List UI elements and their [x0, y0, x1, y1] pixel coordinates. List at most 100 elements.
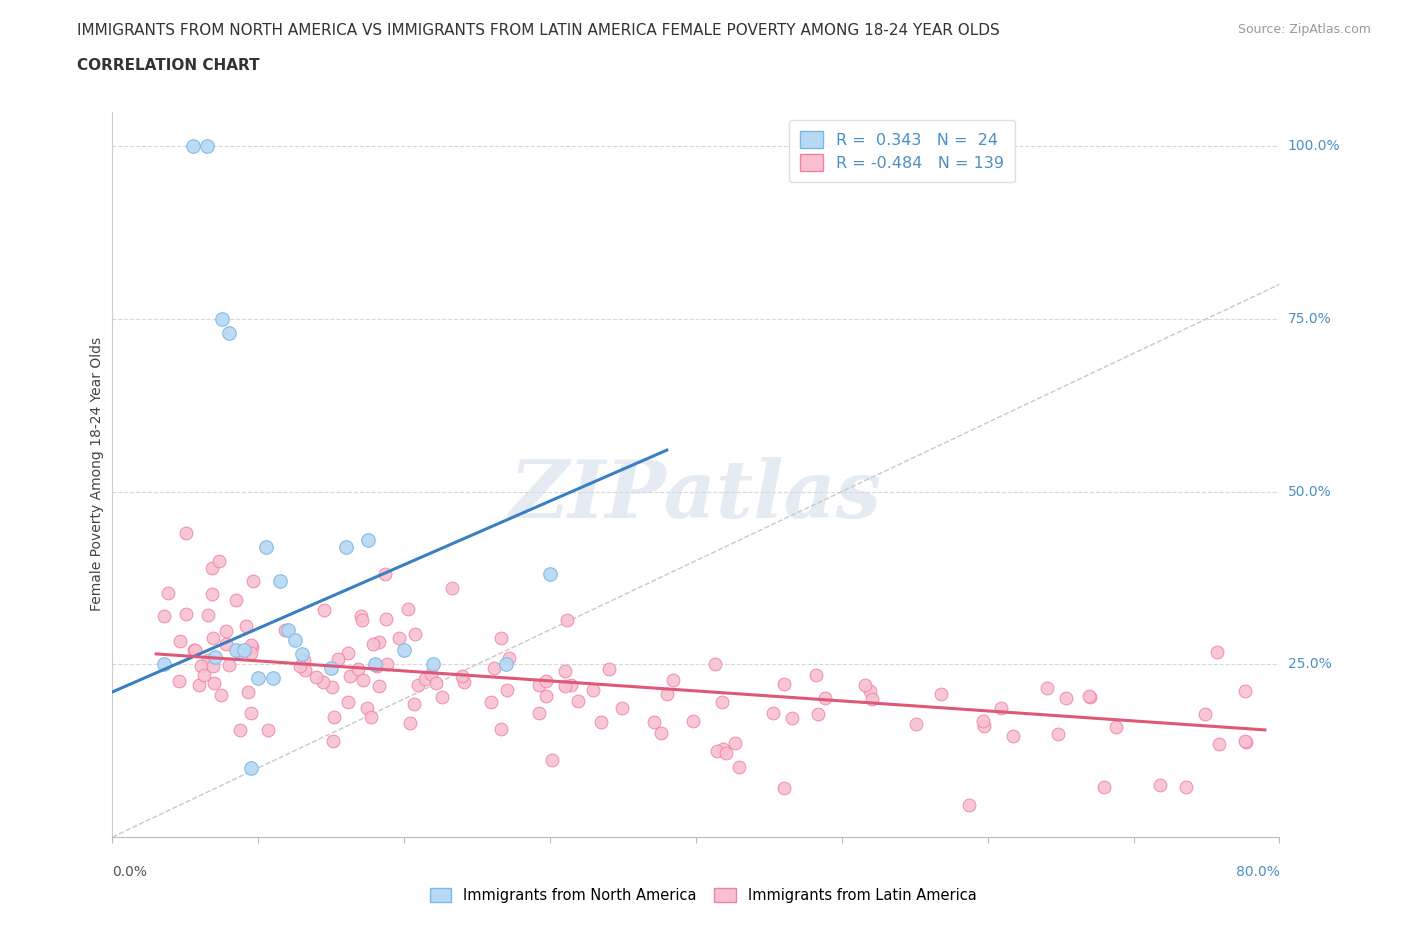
Point [335, 539, 357, 554]
Text: 75.0%: 75.0% [1288, 312, 1331, 326]
Point [337, 645, 360, 660]
Point [527, 678, 550, 693]
Point [236, 684, 259, 699]
Point [541, 752, 564, 767]
Point [193, 668, 215, 683]
Point [1047, 726, 1070, 741]
Point [972, 714, 994, 729]
Point [1208, 737, 1230, 751]
Point [235, 618, 257, 633]
Point [710, 695, 733, 710]
Point [350, 613, 373, 628]
Point [312, 602, 335, 617]
Point [489, 631, 512, 645]
Point [650, 725, 672, 740]
Point [682, 713, 704, 728]
Point [598, 661, 620, 676]
Point [240, 761, 263, 776]
Point [169, 633, 191, 648]
Point [256, 723, 278, 737]
Point [322, 734, 344, 749]
Point [232, 643, 254, 658]
Point [228, 644, 250, 659]
Point [773, 780, 796, 795]
Point [1078, 689, 1101, 704]
Point [482, 660, 505, 675]
Point [337, 694, 360, 709]
Point [1149, 778, 1171, 793]
Point [201, 659, 224, 674]
Point [780, 711, 803, 725]
Point [420, 667, 443, 682]
Point [201, 587, 224, 602]
Point [284, 632, 307, 647]
Point [422, 657, 444, 671]
Point [225, 592, 247, 607]
Point [321, 660, 343, 675]
Point [364, 658, 387, 672]
Point [1054, 691, 1077, 706]
Y-axis label: Female Poverty Among 18-24 Year Olds: Female Poverty Among 18-24 Year Olds [90, 338, 104, 611]
Point [269, 574, 291, 589]
Point [388, 631, 411, 645]
Point [209, 688, 232, 703]
Point [860, 692, 883, 707]
Point [360, 710, 382, 724]
Point [184, 643, 207, 658]
Point [1092, 779, 1115, 794]
Point [201, 561, 224, 576]
Point [402, 696, 425, 711]
Point [489, 721, 512, 736]
Point [375, 657, 398, 671]
Point [555, 612, 578, 627]
Point [239, 705, 262, 720]
Point [479, 695, 502, 710]
Point [374, 567, 396, 582]
Point [157, 586, 180, 601]
Point [211, 312, 233, 326]
Point [190, 659, 212, 674]
Point [204, 650, 226, 665]
Point [643, 714, 665, 729]
Point [1078, 689, 1101, 704]
Point [582, 683, 605, 698]
Text: 0.0%: 0.0% [112, 865, 148, 879]
Point [183, 643, 205, 658]
Point [364, 657, 387, 671]
Point [152, 657, 174, 671]
Point [374, 611, 396, 626]
Text: ZIPatlas: ZIPatlas [510, 458, 882, 535]
Point [762, 706, 785, 721]
Point [276, 622, 298, 637]
Point [202, 631, 225, 645]
Point [973, 718, 995, 733]
Point [153, 608, 176, 623]
Point [728, 760, 751, 775]
Point [366, 658, 388, 673]
Text: 50.0%: 50.0% [1288, 485, 1331, 498]
Point [322, 710, 344, 724]
Point [451, 669, 474, 684]
Point [1036, 681, 1059, 696]
Point [357, 533, 380, 548]
Point [247, 671, 270, 685]
Text: 25.0%: 25.0% [1288, 658, 1331, 671]
Point [1234, 735, 1257, 750]
Point [406, 677, 429, 692]
Point [396, 601, 419, 616]
Point [853, 677, 876, 692]
Point [202, 675, 225, 690]
Point [534, 689, 557, 704]
Point [218, 658, 240, 672]
Point [498, 650, 520, 665]
Point [240, 640, 263, 655]
Text: IMMIGRANTS FROM NORTH AMERICA VS IMMIGRANTS FROM LATIN AMERICA FEMALE POVERTY AM: IMMIGRANTS FROM NORTH AMERICA VS IMMIGRA… [77, 23, 1000, 38]
Point [567, 693, 589, 708]
Point [187, 677, 209, 692]
Point [240, 645, 263, 660]
Point [339, 669, 361, 684]
Point [321, 679, 343, 694]
Point [291, 646, 314, 661]
Point [610, 700, 633, 715]
Point [197, 653, 219, 668]
